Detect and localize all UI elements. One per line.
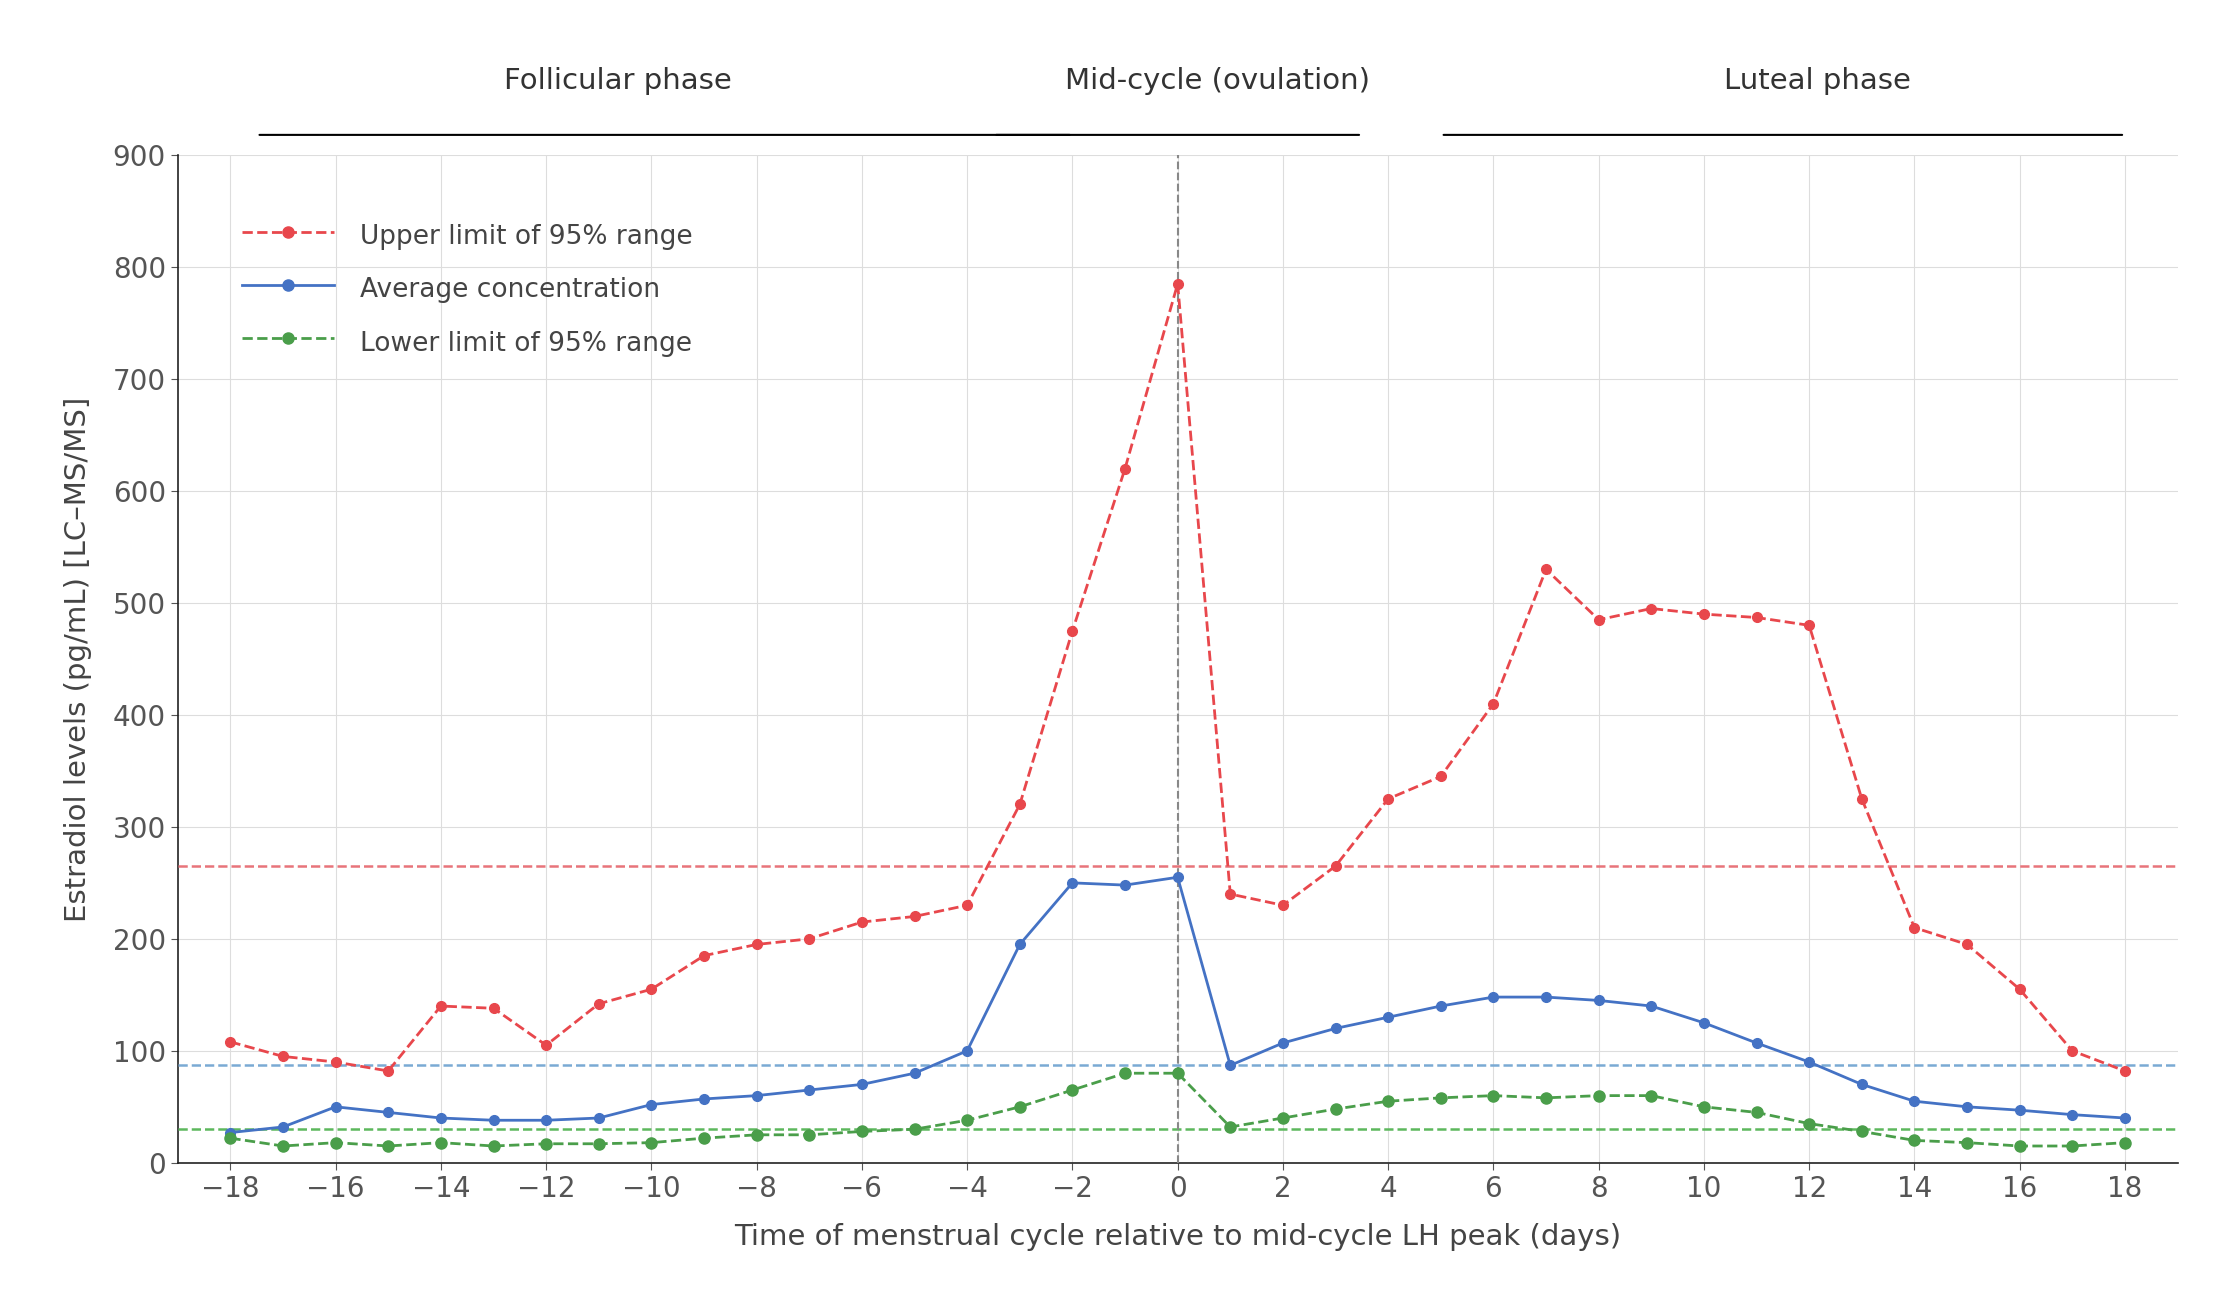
Text: Mid-cycle (ovulation): Mid-cycle (ovulation) xyxy=(1064,67,1371,94)
Legend: Upper limit of 95% range, Average concentration, Lower limit of 95% range: Upper limit of 95% range, Average concen… xyxy=(231,208,704,368)
Text: Follicular phase: Follicular phase xyxy=(504,67,731,94)
X-axis label: Time of menstrual cycle relative to mid-cycle LH peak (days): Time of menstrual cycle relative to mid-… xyxy=(733,1224,1622,1252)
Text: Luteal phase: Luteal phase xyxy=(1724,67,1911,94)
Y-axis label: Estradiol levels (pg/mL) [LC–MS/MS]: Estradiol levels (pg/mL) [LC–MS/MS] xyxy=(64,397,91,921)
